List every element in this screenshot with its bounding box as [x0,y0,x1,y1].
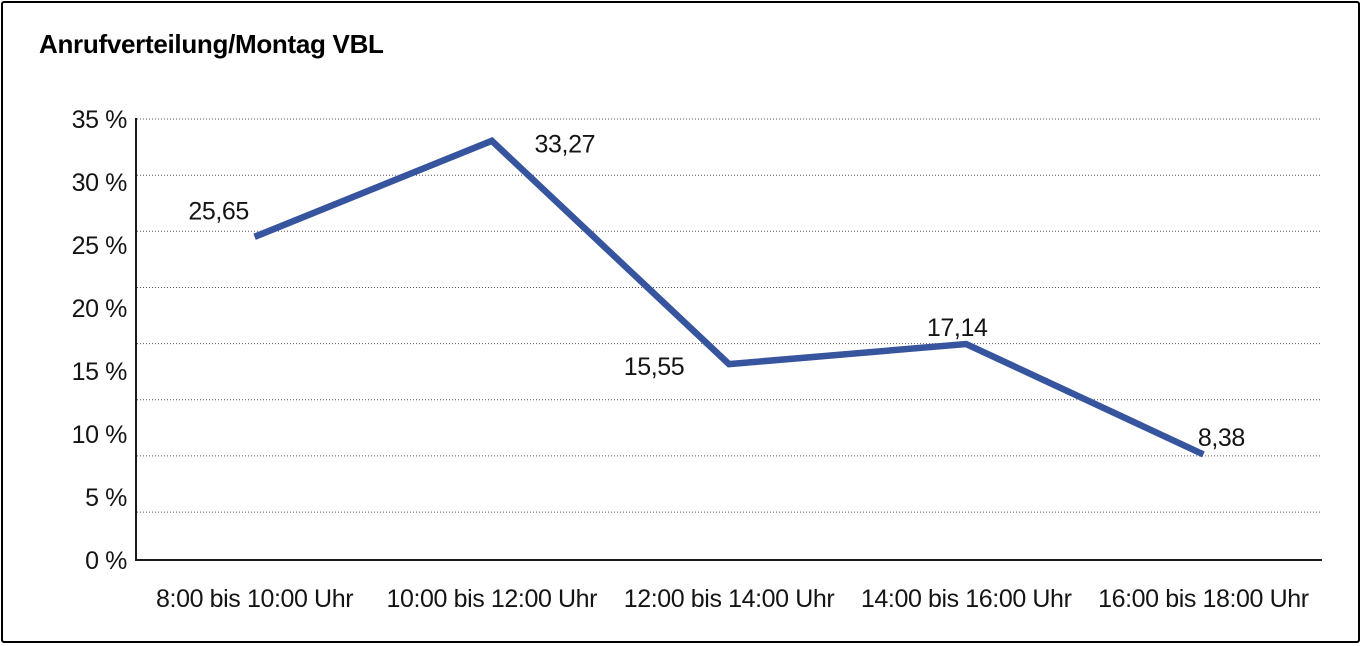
y-axis-tick-label: 0 % [85,547,127,575]
y-axis-tick-label: 35 % [72,106,128,134]
data-point-label: 25,65 [188,198,249,226]
y-axis-tick-label: 30 % [72,169,128,197]
y-axis-tick-label: 15 % [72,358,128,386]
data-point-label: 33,27 [535,131,596,159]
y-axis-tick-label: 20 % [72,295,128,323]
x-axis-label: 12:00 bis 14:00 Uhr [624,585,835,613]
chart-title: Anrufverteilung/Montag VBL [39,29,384,59]
data-line [253,137,1205,458]
x-axis-label: 8:00 bis 10:00 Uhr [156,585,353,613]
data-point-label: 8,38 [1198,424,1245,452]
x-axis-label: 16:00 bis 18:00 Uhr [1098,585,1309,613]
y-axis-tick-label: 10 % [72,421,128,449]
y-axis-tick-label: 25 % [72,232,128,260]
axis-lines [135,118,1322,561]
x-axis-label: 14:00 bis 16:00 Uhr [861,585,1072,613]
data-point-label: 15,55 [624,353,685,381]
data-point-label: 17,14 [927,314,988,342]
y-axis-tick-label: 5 % [85,484,127,512]
x-axis-label: 10:00 bis 12:00 Uhr [386,585,597,613]
